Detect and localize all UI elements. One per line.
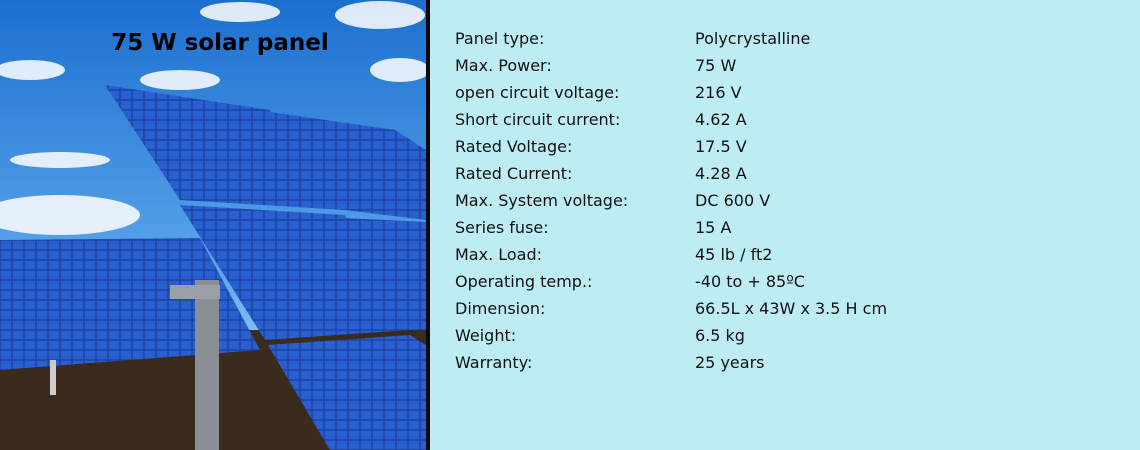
solar-panel-photo (0, 0, 426, 450)
spec-value: 66.5L x 43W x 3.5 H cm (695, 299, 888, 318)
spec-row: Warranty: 25 years (455, 352, 887, 379)
spec-row: Panel type: Polycrystalline (455, 28, 887, 55)
spec-label: Weight: (455, 326, 517, 345)
spec-row: Max. Load: 45 lb / ft2 (455, 244, 887, 271)
spec-row: Rated Current: 4.28 A (455, 163, 887, 190)
spec-value: 216 V (695, 83, 742, 102)
page-title: 75 W solar panel (111, 30, 329, 56)
spec-row: Max. System voltage: DC 600 V (455, 190, 887, 217)
spec-label: Operating temp.: (455, 272, 593, 291)
spec-value: 45 lb / ft2 (695, 245, 773, 264)
spec-row: Dimension: 66.5L x 43W x 3.5 H cm (455, 298, 887, 325)
spec-label: Warranty: (455, 353, 533, 372)
spec-row: Max. Power: 75 W (455, 55, 887, 82)
spec-value: -40 to + 85ºC (695, 272, 805, 291)
spec-value: Polycrystalline (695, 29, 811, 48)
spec-label: Max. Load: (455, 245, 543, 264)
spec-row: Operating temp.: -40 to + 85ºC (455, 271, 887, 298)
spec-value: 15 A (695, 218, 732, 237)
spec-row: Weight: 6.5 kg (455, 325, 887, 352)
spec-label: Short circuit current: (455, 110, 621, 129)
spec-label: Rated Current: (455, 164, 573, 183)
spec-table: Panel type: Polycrystalline Max. Power: 75 … (455, 28, 887, 379)
spec-value: 4.62 A (695, 110, 747, 129)
spec-value: 6.5 kg (695, 326, 745, 345)
spec-value: DC 600 V (695, 191, 771, 210)
spec-label: open circuit voltage: (455, 83, 620, 102)
spec-row: open circuit voltage: 216 V (455, 82, 887, 109)
divider (426, 0, 430, 450)
spec-row: Rated Voltage: 17.5 V (455, 136, 887, 163)
spec-label: Panel type: (455, 29, 545, 48)
spec-value: 17.5 V (695, 137, 747, 156)
spec-value: 4.28 A (695, 164, 747, 183)
spec-label: Max. System voltage: (455, 191, 629, 210)
spec-label: Rated Voltage: (455, 137, 573, 156)
spec-label: Dimension: (455, 299, 546, 318)
spec-row: Series fuse: 15 A (455, 217, 887, 244)
spec-label: Max. Power: (455, 56, 552, 75)
spec-row: Short circuit current: 4.62 A (455, 109, 887, 136)
spec-value: 75 W (695, 56, 737, 75)
spec-value: 25 years (695, 353, 765, 372)
spec-label: Series fuse: (455, 218, 549, 237)
